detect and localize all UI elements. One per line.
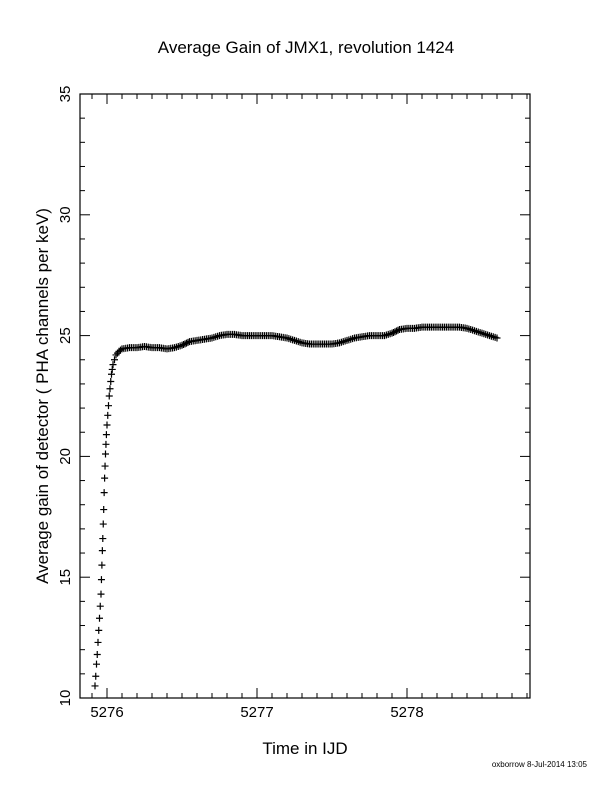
data-point xyxy=(93,651,101,659)
data-point xyxy=(393,327,400,335)
footer-stamp: oxborrow 8-Jul-2014 13:05 xyxy=(492,760,588,769)
data-point xyxy=(108,370,115,378)
data-point xyxy=(98,547,106,555)
data-point xyxy=(98,561,106,569)
data-point xyxy=(105,402,112,410)
data-point xyxy=(96,602,104,610)
data-point xyxy=(181,340,189,348)
data-point xyxy=(108,365,116,373)
data-point xyxy=(105,392,113,400)
data-point xyxy=(180,341,187,349)
y-tick-label: 15 xyxy=(57,569,74,586)
data-point xyxy=(100,489,108,497)
data-point xyxy=(390,328,397,336)
data-point xyxy=(102,450,109,458)
x-tick-label: 5276 xyxy=(90,704,123,721)
data-point xyxy=(100,506,108,514)
y-tick-label: 35 xyxy=(57,86,74,103)
axis-ticks xyxy=(80,93,530,699)
data-point xyxy=(178,341,186,349)
data-point xyxy=(102,431,110,439)
data-point xyxy=(99,520,107,528)
data-point xyxy=(96,614,103,622)
data-point xyxy=(111,356,118,364)
y-tick-label: 10 xyxy=(57,690,74,707)
data-point xyxy=(99,535,107,543)
chart-title: Average Gain of JMX1, revolution 1424 xyxy=(158,38,454,57)
data-point xyxy=(102,440,110,448)
data-point xyxy=(107,378,115,386)
data-point xyxy=(109,361,117,369)
data-point xyxy=(184,338,192,346)
data-point xyxy=(93,660,100,668)
data-point xyxy=(106,385,114,393)
data-point xyxy=(183,339,190,347)
y-tick-label: 20 xyxy=(57,448,74,465)
data-point xyxy=(103,421,111,429)
data-point xyxy=(104,411,112,419)
x-axis-label: Time in IJD xyxy=(262,739,347,758)
x-tick-label: 5277 xyxy=(240,704,273,721)
data-point xyxy=(394,326,402,334)
data-point xyxy=(493,334,501,342)
data-point xyxy=(117,346,124,354)
y-tick-label: 30 xyxy=(57,206,74,223)
data-point xyxy=(97,576,105,584)
data-point xyxy=(91,682,99,690)
x-tick-label: 5278 xyxy=(390,704,423,721)
data-point xyxy=(391,328,399,336)
data-point xyxy=(388,329,396,337)
data-series xyxy=(91,323,501,690)
data-point xyxy=(101,462,109,470)
data-point xyxy=(97,590,105,598)
plot-frame xyxy=(79,93,531,699)
axis-tick-labels: 5276 5277 5278 10 15 20 25 30 35 xyxy=(57,86,424,721)
y-tick-label: 25 xyxy=(57,327,74,344)
data-point xyxy=(95,626,103,634)
data-point xyxy=(92,672,100,680)
y-axis-label: Average gain of detector ( PHA channels … xyxy=(33,208,52,584)
data-point xyxy=(94,638,102,646)
data-point xyxy=(101,474,109,482)
